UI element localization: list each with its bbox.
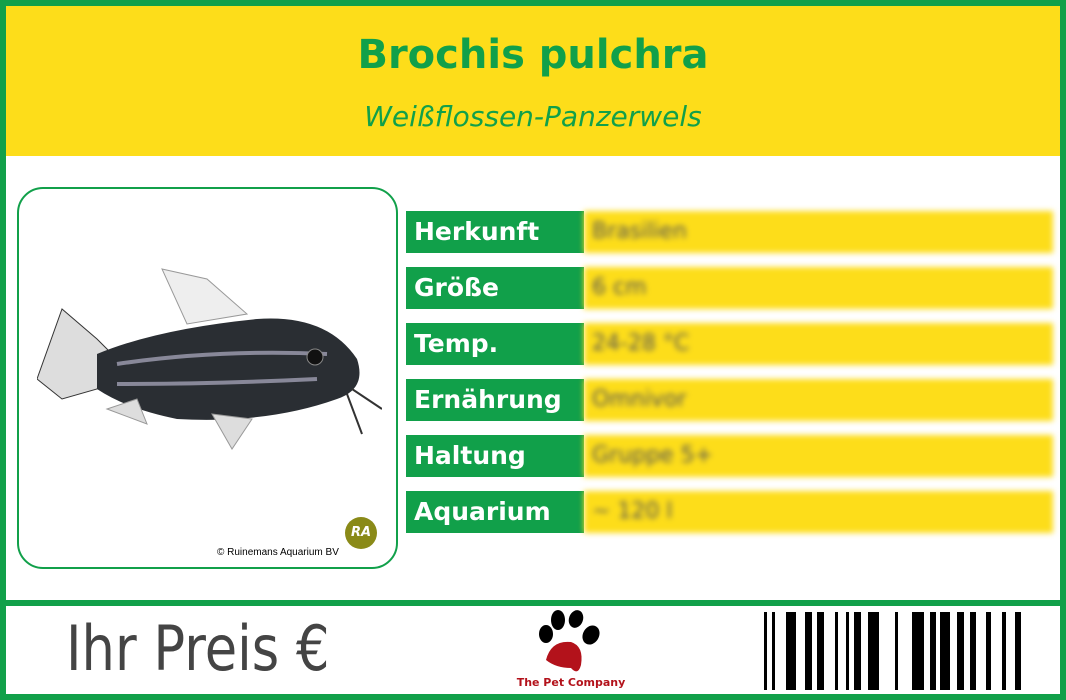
barcode-bar <box>940 612 950 690</box>
price-label: Ihr Preis € <box>66 612 330 685</box>
info-value: Brasilien <box>584 211 1053 253</box>
barcode-bar <box>970 612 976 690</box>
footer: Ihr Preis € The Pet Company <box>6 606 1060 694</box>
info-label: Temp. <box>406 323 584 365</box>
barcode-bar <box>986 612 991 690</box>
company-name: The Pet Company <box>516 676 626 689</box>
info-row: Aquarium ~ 120 l <box>406 491 1053 533</box>
info-value: Omnivor <box>584 379 1053 421</box>
barcode-bar <box>817 612 824 690</box>
info-value: ~ 120 l <box>584 491 1053 533</box>
barcode-bar <box>868 612 879 690</box>
info-table: Herkunft Brasilien Größe 6 cm Temp. 24-28 °C E… <box>406 211 1053 547</box>
common-name: Weißflossen-Panzerwels <box>364 100 702 133</box>
info-value: Gruppe 5+ <box>584 435 1053 477</box>
info-label: Haltung <box>406 435 584 477</box>
barcode <box>764 612 1026 690</box>
info-row: Ernährung Omnivor <box>406 379 1053 421</box>
info-label: Herkunft <box>406 211 584 253</box>
barcode-bar <box>764 612 767 690</box>
barcode-bar <box>912 612 924 690</box>
barcode-bar <box>846 612 849 690</box>
info-label: Aquarium <box>406 491 584 533</box>
photo-credit: © Ruinemans Aquarium BV <box>217 547 339 558</box>
info-row: Größe 6 cm <box>406 267 1053 309</box>
info-row: Haltung Gruppe 5+ <box>406 435 1053 477</box>
barcode-bar <box>957 612 964 690</box>
barcode-bar <box>786 612 796 690</box>
fish-image <box>37 268 382 450</box>
info-label: Größe <box>406 267 584 309</box>
info-label: Ernährung <box>406 379 584 421</box>
barcode-bar <box>930 612 936 690</box>
barcode-bar <box>1002 612 1006 690</box>
info-row: Herkunft Brasilien <box>406 211 1053 253</box>
barcode-bar <box>1015 612 1021 690</box>
info-value: 6 cm <box>584 267 1053 309</box>
info-row: Temp. 24-28 °C <box>406 323 1053 365</box>
barcode-bar <box>835 612 838 690</box>
header: Brochis pulchra Weißflossen-Panzerwels <box>6 6 1060 156</box>
species-title: Brochis pulchra <box>357 32 709 78</box>
paw-logo-icon <box>539 610 600 672</box>
main-panel: RA © Ruinemans Aquarium BV Herkunft Brasi… <box>6 156 1060 600</box>
barcode-bar <box>854 612 861 690</box>
barcode-bar <box>895 612 898 690</box>
info-value: 24-28 °C <box>584 323 1053 365</box>
fish-photo-frame: RA © Ruinemans Aquarium BV <box>17 187 398 569</box>
barcode-bar <box>805 612 812 690</box>
barcode-bar <box>772 612 775 690</box>
ruinemans-logo: RA <box>345 517 377 549</box>
